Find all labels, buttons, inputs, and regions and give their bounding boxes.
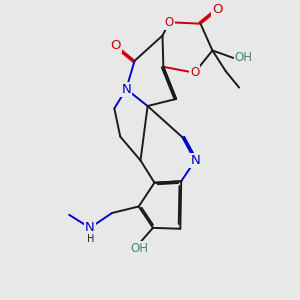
Text: N: N (190, 154, 200, 167)
Text: OH: OH (130, 242, 148, 255)
Text: N: N (85, 221, 95, 234)
Text: O: O (111, 39, 121, 52)
Text: O: O (190, 66, 199, 79)
Text: OH: OH (235, 51, 253, 64)
Text: O: O (212, 3, 223, 16)
Text: H: H (87, 234, 94, 244)
Text: N: N (121, 82, 131, 96)
Text: O: O (165, 16, 174, 29)
